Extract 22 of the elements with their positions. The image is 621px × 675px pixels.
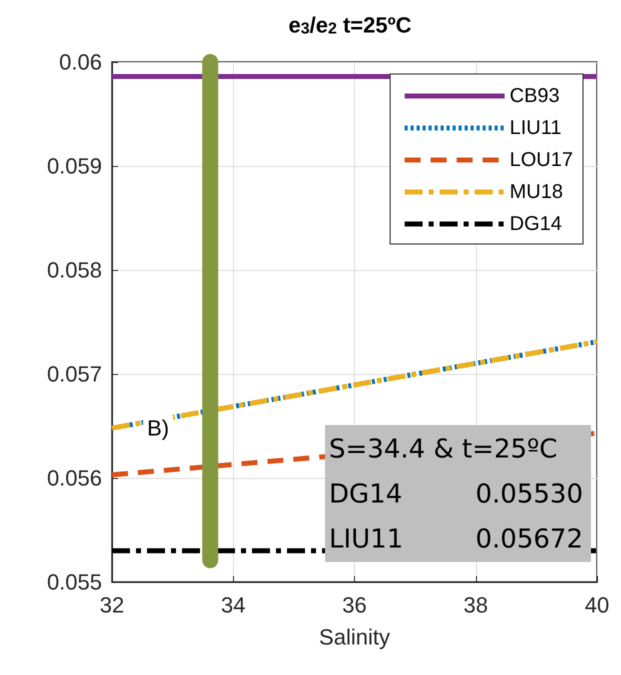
x-tick-label: 34 [221,592,246,618]
legend-label: LOU17 [510,149,574,171]
annotation: S=34.4 & t=25ºC [329,434,558,464]
text: DG14 0.05530 [329,480,583,510]
y-tick-label: 0.058 [46,258,102,282]
y-tick-label: 0.055 [46,570,102,594]
chart-title: e3/e2 t=25ºC [288,12,412,38]
x-tick-label: 38 [464,592,488,618]
y-tick-label: 0.056 [46,466,102,490]
x-tick-label: 40 [584,592,610,618]
y-tick-label: 0.06 [59,50,102,74]
legend-label: MU18 [510,181,563,203]
y-tick-label: 0.057 [46,362,102,386]
legend-label: DG14 [510,213,562,235]
text: LIU11 0.05672 [329,524,583,554]
legend-label: CB93 [510,85,560,107]
x-tick-label: 36 [342,592,367,618]
annotation: B) [147,416,170,441]
x-tick-label: 32 [100,592,124,618]
x-axis-title: Salinity [319,624,390,650]
y-tick-label: 0.059 [46,154,102,178]
legend-label: LIU11 [510,117,562,139]
